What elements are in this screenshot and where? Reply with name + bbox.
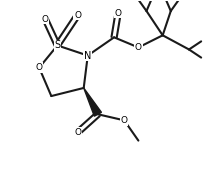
Text: O: O bbox=[36, 63, 43, 72]
Text: O: O bbox=[121, 116, 128, 125]
Text: O: O bbox=[74, 10, 81, 20]
Text: N: N bbox=[84, 51, 91, 61]
Text: O: O bbox=[74, 128, 81, 137]
Text: S: S bbox=[54, 40, 60, 50]
Text: O: O bbox=[42, 15, 49, 24]
Text: O: O bbox=[135, 43, 142, 52]
Text: O: O bbox=[115, 8, 122, 17]
Polygon shape bbox=[84, 88, 101, 116]
